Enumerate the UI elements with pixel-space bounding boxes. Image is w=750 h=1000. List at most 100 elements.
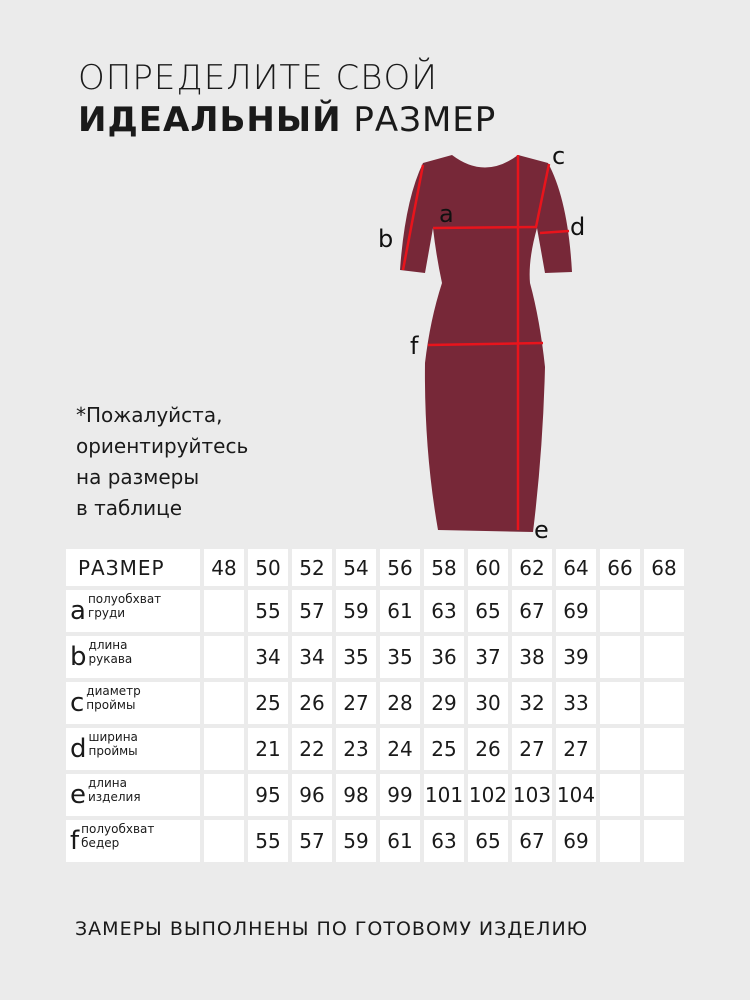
table-cell [600, 590, 640, 632]
size-header: 66 [600, 549, 640, 586]
table-cell: 36 [424, 636, 464, 678]
table-cell: 67 [512, 820, 552, 862]
table-cell [600, 728, 640, 770]
note-line: ориентируйтесь [76, 434, 249, 458]
row-desc: ширина [88, 730, 138, 744]
row-label: c диаметр проймы [66, 682, 200, 724]
table-cell: 65 [468, 820, 508, 862]
size-header: 68 [644, 549, 684, 586]
table-cell: 33 [556, 682, 596, 724]
table-cell: 59 [336, 820, 376, 862]
table-cell: 65 [468, 590, 508, 632]
table-cell [600, 636, 640, 678]
table-cell [600, 682, 640, 724]
row-desc: длина [88, 776, 127, 790]
header-size-label: РАЗМЕР [66, 549, 200, 586]
row-desc: полуобхват [87, 592, 162, 606]
size-header: 48 [204, 549, 244, 586]
row-desc: груди [87, 606, 126, 620]
table-row: e длина изделия 95 96 98 99 101 102 103 104 [66, 774, 684, 816]
label-a: a [439, 200, 454, 228]
table-cell: 25 [248, 682, 288, 724]
table-cell: 38 [512, 636, 552, 678]
table-cell: 57 [292, 590, 332, 632]
row-desc: длина [88, 638, 128, 652]
table-cell: 61 [380, 590, 420, 632]
row-letter: c [70, 688, 85, 718]
table-cell [600, 774, 640, 816]
table-cell: 39 [556, 636, 596, 678]
size-header: 64 [556, 549, 596, 586]
row-desc: изделия [88, 790, 141, 804]
row-label: d ширина проймы [66, 728, 200, 770]
table-cell: 55 [248, 590, 288, 632]
row-letter: d [70, 734, 87, 764]
table-cell: 101 [424, 774, 464, 816]
table-cell [644, 774, 684, 816]
table-cell: 24 [380, 728, 420, 770]
table-cell: 32 [512, 682, 552, 724]
table-cell: 27 [336, 682, 376, 724]
table-row: d ширина проймы 21 22 23 24 25 26 27 27 [66, 728, 684, 770]
table-cell [204, 636, 244, 678]
table-cell: 26 [292, 682, 332, 724]
table-cell: 103 [512, 774, 552, 816]
table-cell: 34 [292, 636, 332, 678]
size-header: 62 [512, 549, 552, 586]
row-label: e длина изделия [66, 774, 200, 816]
label-b: b [378, 225, 393, 253]
table-cell: 35 [336, 636, 376, 678]
footer-note: ЗАМЕРЫ ВЫПОЛНЕНЫ ПО ГОТОВОМУ ИЗДЕЛИЮ [75, 918, 589, 940]
table-cell: 69 [556, 590, 596, 632]
table-row: c диаметр проймы 25 26 27 28 29 30 32 33 [66, 682, 684, 724]
table-cell: 104 [556, 774, 596, 816]
title-line-1: ОПРЕДЕЛИТЕ СВОЙ [78, 58, 438, 98]
table-cell: 34 [248, 636, 288, 678]
measure-lines [401, 155, 570, 530]
table-row: a полуобхват груди 55 57 59 61 63 65 67 69 [66, 590, 684, 632]
table-header-row: РАЗМЕР 48 50 52 54 56 58 60 62 64 66 68 [66, 549, 684, 586]
note-line: *Пожалуйста, [76, 403, 223, 427]
row-letter: b [70, 642, 87, 672]
table-cell: 26 [468, 728, 508, 770]
table-cell [204, 728, 244, 770]
size-table: РАЗМЕР 48 50 52 54 56 58 60 62 64 66 68 a полуобхват г… [62, 545, 688, 866]
size-header: 52 [292, 549, 332, 586]
label-c: c [552, 142, 565, 170]
table-cell: 98 [336, 774, 376, 816]
table-cell: 25 [424, 728, 464, 770]
row-desc: проймы [88, 744, 138, 758]
row-letter: a [70, 596, 86, 626]
title-bold: ИДЕАЛЬНЫЙ [78, 100, 342, 140]
note: *Пожалуйста, ориентируйтесь на размеры в… [76, 400, 248, 524]
table-cell: 27 [512, 728, 552, 770]
table-cell: 22 [292, 728, 332, 770]
table-cell [644, 820, 684, 862]
table-cell: 96 [292, 774, 332, 816]
table-cell: 21 [248, 728, 288, 770]
table-cell [204, 590, 244, 632]
table-cell [204, 820, 244, 862]
table-cell: 30 [468, 682, 508, 724]
row-desc: рукава [88, 652, 133, 666]
table-cell [644, 728, 684, 770]
row-label: f полуобхват бедер [66, 820, 200, 862]
table-cell [600, 820, 640, 862]
size-header: 50 [248, 549, 288, 586]
table-cell: 102 [468, 774, 508, 816]
size-header: 58 [424, 549, 464, 586]
table-cell [644, 636, 684, 678]
label-e: e [534, 516, 549, 544]
table-cell: 63 [424, 590, 464, 632]
title-line-2: ИДЕАЛЬНЫЙ РАЗМЕР [78, 100, 496, 140]
row-desc: бедер [81, 836, 120, 850]
size-header: 56 [380, 549, 420, 586]
size-header: 54 [336, 549, 376, 586]
table-cell: 69 [556, 820, 596, 862]
label-f: f [410, 332, 419, 360]
table-cell: 28 [380, 682, 420, 724]
label-d: d [570, 213, 585, 241]
row-desc: диаметр [86, 684, 141, 698]
table-cell: 61 [380, 820, 420, 862]
